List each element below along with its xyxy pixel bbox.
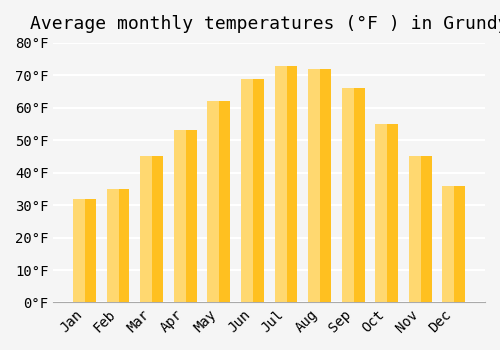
Bar: [74, 199, 96, 302]
Bar: [73, 199, 85, 302]
Bar: [376, 124, 398, 302]
Bar: [276, 65, 297, 302]
Bar: [409, 156, 421, 302]
Bar: [342, 88, 353, 302]
Bar: [274, 65, 286, 302]
Bar: [141, 156, 163, 302]
Bar: [175, 131, 197, 302]
Bar: [343, 88, 364, 302]
Bar: [309, 69, 331, 302]
Bar: [208, 101, 231, 302]
Bar: [208, 101, 220, 302]
Bar: [444, 186, 466, 302]
Bar: [140, 156, 152, 302]
Bar: [174, 131, 186, 302]
Bar: [308, 69, 320, 302]
Title: Average monthly temperatures (°F ) in Grundy: Average monthly temperatures (°F ) in Gr…: [30, 15, 500, 33]
Bar: [242, 79, 264, 302]
Bar: [106, 189, 118, 302]
Bar: [241, 79, 253, 302]
Bar: [442, 186, 454, 302]
Bar: [376, 124, 388, 302]
Bar: [108, 189, 130, 302]
Bar: [410, 156, 432, 302]
